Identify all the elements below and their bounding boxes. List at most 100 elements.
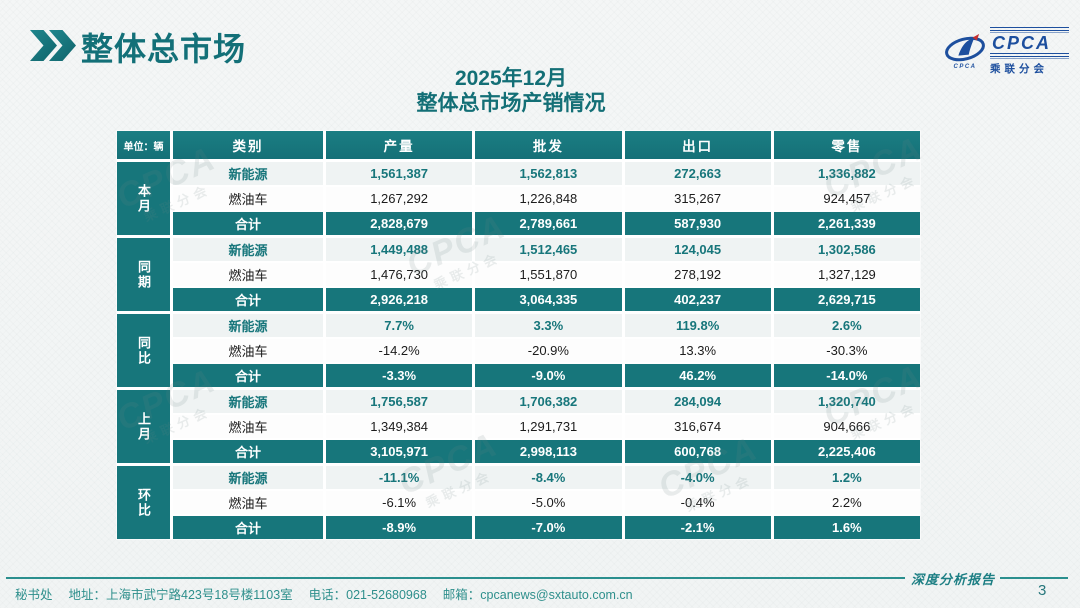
group-label: 本月 [117,162,170,235]
table-row: 新能源 1,561,387 1,562,813 272,663 1,336,882 [173,162,920,185]
group-rows: 新能源 1,449,488 1,512,465 124,045 1,302,586 燃油车… [173,238,920,311]
value-cell: 278,192 [624,263,771,286]
logo-stripes [990,26,1069,33]
group-rows: 新能源 7.7% 3.3% 119.8% 2.6% 燃油车 -14.2% -20.9% 13.3… [173,314,920,387]
column-header-category: 类别 [173,131,323,159]
value-cell: -9.0% [475,364,622,387]
value-cell: 600,768 [624,440,771,463]
logo-wordmark: CPCA 乘联分会 [990,26,1069,76]
value-cell: 3,064,335 [475,288,622,311]
value-cell: 1.6% [773,516,920,539]
value-cell: 1,267,292 [326,187,473,210]
table-row: 新能源 -11.1% -8.4% -4.0% 1.2% [173,466,920,489]
category-cell: 燃油车 [173,415,323,438]
value-cell: 284,094 [624,390,771,413]
category-cell: 新能源 [173,314,323,337]
value-cell: 1,756,587 [326,390,473,413]
row-group: 同期 新能源 1,449,488 1,512,465 124,045 1,302,586 燃… [117,238,920,311]
value-cell: -5.0% [475,491,622,514]
value-cell: 272,663 [624,162,771,185]
category-cell: 合计 [173,288,323,311]
value-cell: -14.2% [326,339,473,362]
market-table-body: 本月 新能源 1,561,387 1,562,813 272,663 1,336,882 燃… [117,162,920,539]
value-cell: 3,105,971 [326,440,473,463]
value-cell: 1,302,586 [773,238,920,261]
table-title-line1: 2025年12月 [454,67,568,90]
value-cell: 924,457 [773,187,920,210]
category-cell: 合计 [173,364,323,387]
table-row: 新能源 7.7% 3.3% 119.8% 2.6% [173,314,920,337]
market-table: 单位：辆 类别 产量 批发 出口 零售 本月 新能源 1,561,387 1,562,… [117,131,920,539]
cpca-swoosh-icon: CPCA [943,32,987,70]
value-cell: 2,828,679 [326,212,473,235]
value-cell: -8.4% [475,466,622,489]
column-header-production: 产量 [326,131,473,159]
category-cell: 新能源 [173,466,323,489]
value-cell: 1,562,813 [475,162,622,185]
group-rows: 新能源 -11.1% -8.4% -4.0% 1.2% 燃油车 -6.1% -5.0% -0.4… [173,466,920,539]
value-cell: -7.0% [475,516,622,539]
value-cell: 2,629,715 [773,288,920,311]
footer-divider [1000,577,1068,579]
footer-address: 地址：上海市武宁路423号18号楼1103室 [68,588,293,602]
value-cell: 1,706,382 [475,390,622,413]
footer-contact-info: 秘书处 地址：上海市武宁路423号18号楼1103室 电话：021-526809… [15,584,633,603]
group-label: 同期 [117,238,170,311]
logo-cpca-text: CPCA [992,32,1052,53]
footer-phone: 电话：021-52680968 [308,588,427,602]
value-cell: 1,476,730 [326,263,473,286]
value-cell: 2.6% [773,314,920,337]
category-cell: 合计 [173,440,323,463]
footer-divider [6,577,905,579]
category-cell: 合计 [173,516,323,539]
category-cell: 合计 [173,212,323,235]
table-header-row: 单位：辆 类别 产量 批发 出口 零售 [117,131,920,159]
value-cell: -11.1% [326,466,473,489]
group-label: 同比 [117,314,170,387]
value-cell: 1.2% [773,466,920,489]
value-cell: 1,336,882 [773,162,920,185]
value-cell: -0.4% [624,491,771,514]
value-cell: 2.2% [773,491,920,514]
logo-caption: CPCA [953,64,977,70]
category-cell: 燃油车 [173,187,323,210]
value-cell: 2,789,661 [475,212,622,235]
category-cell: 新能源 [173,390,323,413]
value-cell: 2,261,339 [773,212,920,235]
value-cell: -20.9% [475,339,622,362]
table-row: 新能源 1,756,587 1,706,382 284,094 1,320,740 [173,390,920,413]
category-cell: 燃油车 [173,263,323,286]
table-row: 燃油车 1,349,384 1,291,731 316,674 904,666 [173,415,920,438]
column-header-export: 出口 [624,131,771,159]
value-cell: 315,267 [624,187,771,210]
category-cell: 新能源 [173,162,323,185]
value-cell: -30.3% [773,339,920,362]
row-group: 上月 新能源 1,756,587 1,706,382 284,094 1,320,740 燃… [117,390,920,463]
value-cell: 1,512,465 [475,238,622,261]
value-cell: 1,349,384 [326,415,473,438]
value-cell: -2.1% [624,516,771,539]
value-cell: 2,998,113 [475,440,622,463]
value-cell: 2,225,406 [773,440,920,463]
footer-email: 邮箱：cpcanews@sxtauto.com.cn [442,588,633,602]
logo-stripes [990,52,1069,59]
value-cell: -3.3% [326,364,473,387]
table-title-line2: 整体总市场产销情况 [416,92,606,115]
value-cell: 1,561,387 [326,162,473,185]
group-label: 上月 [117,390,170,463]
category-cell: 燃油车 [173,339,323,362]
value-cell: 904,666 [773,415,920,438]
table-row: 合计 2,828,679 2,789,661 587,930 2,261,339 [173,212,920,235]
value-cell: 7.7% [326,314,473,337]
table-row: 合计 3,105,971 2,998,113 600,768 2,225,406 [173,440,920,463]
table-title: 2025年12月 整体总市场产销情况 [330,66,692,116]
page-title: 整体总市场 [81,31,247,67]
table-row: 燃油车 -6.1% -5.0% -0.4% 2.2% [173,491,920,514]
group-rows: 新能源 1,756,587 1,706,382 284,094 1,320,740 燃油车… [173,390,920,463]
table-row: 燃油车 -14.2% -20.9% 13.3% -30.3% [173,339,920,362]
row-group: 同比 新能源 7.7% 3.3% 119.8% 2.6% 燃油车 -14.2% -20.9% 13… [117,314,920,387]
value-cell: 1,449,488 [326,238,473,261]
value-cell: 2,926,218 [326,288,473,311]
value-cell: -6.1% [326,491,473,514]
